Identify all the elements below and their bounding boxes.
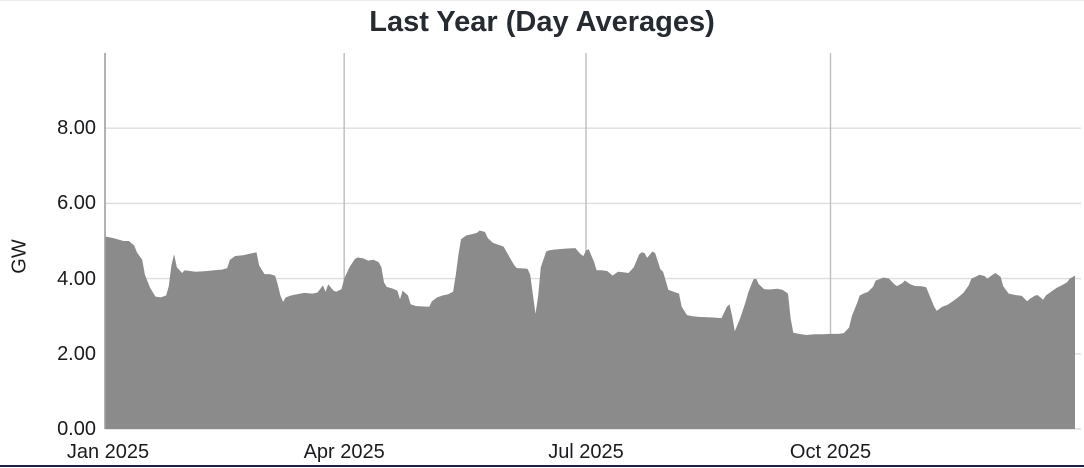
y-tick-0: 0.00 bbox=[57, 418, 96, 440]
x-tick-apr-2025: Apr 2025 bbox=[303, 441, 385, 463]
area-series bbox=[105, 230, 1075, 429]
y-tick-6: 6.00 bbox=[57, 192, 96, 215]
x-tick-jan-2025: Jan 2025 bbox=[66, 441, 150, 463]
y-tick-4: 4.00 bbox=[57, 267, 96, 290]
chart-title: Last Year (Day Averages) bbox=[369, 6, 715, 38]
bottom-border bbox=[0, 464, 1084, 467]
y-tick-8: 8.00 bbox=[57, 117, 96, 140]
x-tick-oct-2025: Oct 2025 bbox=[789, 441, 872, 463]
y-tick-2: 2.00 bbox=[57, 342, 96, 365]
x-tick-jul-2025: Jul 2025 bbox=[548, 441, 624, 463]
